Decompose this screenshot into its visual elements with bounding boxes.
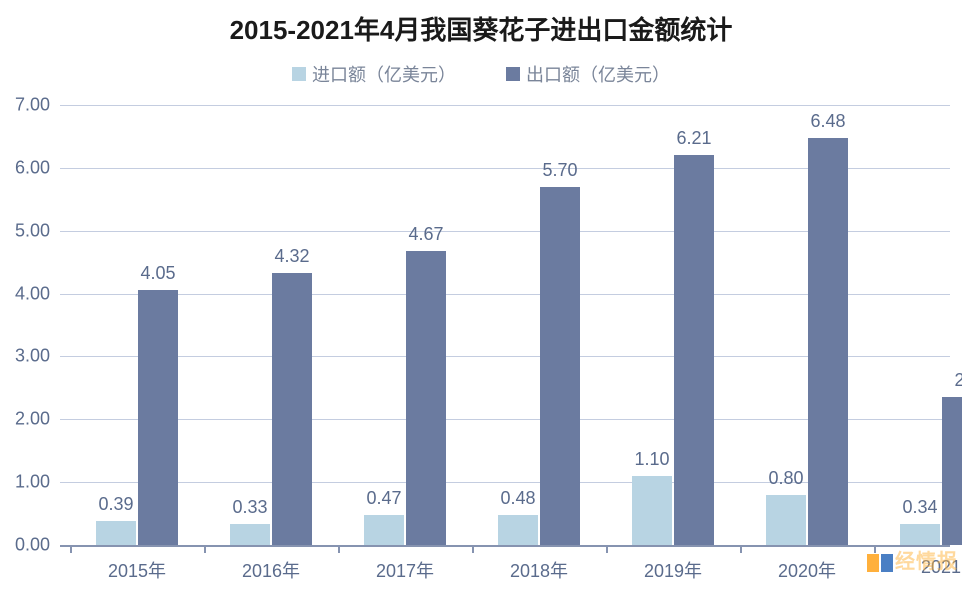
x-tick-mark [204,545,206,553]
bar-export [272,273,312,545]
legend-swatch-import [292,67,306,81]
x-tick-mark [740,545,742,553]
bar-export [808,138,848,545]
y-tick-label: 0.00 [15,535,50,556]
legend: 进口额（亿美元） 出口额（亿美元） [0,61,962,87]
data-label: 4.32 [274,246,309,267]
data-label: 0.34 [902,497,937,518]
data-label: 2. [954,370,962,391]
data-label: 6.48 [810,111,845,132]
legend-label-import: 进口额（亿美元） [312,61,456,87]
data-label: 4.05 [140,263,175,284]
data-label: 0.48 [500,488,535,509]
bar-export [674,155,714,545]
x-tick-label: 2020年 [778,557,836,583]
gridline [60,105,950,106]
x-tick-mark [70,545,72,553]
bar-export [138,290,178,545]
watermark-block-b [881,554,893,572]
x-tick-label: 2016年 [242,557,300,583]
bar-import [632,476,672,545]
data-label: 6.21 [676,128,711,149]
y-tick-label: 2.00 [15,409,50,430]
legend-item-export: 出口额（亿美元） [506,61,670,87]
watermark: 经情报 [867,545,958,574]
y-tick-label: 5.00 [15,220,50,241]
legend-label-export: 出口额（亿美元） [526,61,670,87]
bar-import [96,521,136,546]
legend-swatch-export [506,67,520,81]
chart-container: 2015-2021年4月我国葵花子进出口金额统计 进口额（亿美元） 出口额（亿美… [0,0,962,604]
data-label: 4.67 [408,224,443,245]
data-label: 0.33 [232,497,267,518]
y-axis: 0.001.002.003.004.005.006.007.00 [0,105,60,545]
bar-import [230,524,270,545]
x-axis: 2015年2016年2017年2018年2019年2020年2021 [60,545,950,585]
data-label: 5.70 [542,160,577,181]
y-tick-label: 3.00 [15,346,50,367]
data-label: 0.80 [768,468,803,489]
y-tick-label: 1.00 [15,472,50,493]
x-tick-label: 2015年 [108,557,166,583]
bar-export [406,251,446,545]
y-tick-label: 7.00 [15,95,50,116]
plot-area: 0.39 4.05 0.33 4.32 0.47 4.67 0.48 5.70 1.10 6.21… [60,105,950,545]
y-tick-label: 6.00 [15,157,50,178]
legend-item-import: 进口额（亿美元） [292,61,456,87]
data-label: 0.47 [366,488,401,509]
chart-title: 2015-2021年4月我国葵花子进出口金额统计 [0,10,962,47]
bar-import [498,515,538,545]
watermark-block-a [867,554,879,572]
x-tick-mark [606,545,608,553]
bar-import [364,515,404,545]
x-tick-label: 2018年 [510,557,568,583]
x-tick-label: 2019年 [644,557,702,583]
data-label: 1.10 [634,449,669,470]
bar-import [766,495,806,545]
y-tick-label: 4.00 [15,283,50,304]
bar-export [540,187,580,545]
data-label: 0.39 [98,494,133,515]
x-tick-label: 2017年 [376,557,434,583]
x-tick-mark [472,545,474,553]
bar-import [900,524,940,545]
bar-export [942,397,962,545]
watermark-text: 经情报 [895,551,958,573]
x-tick-mark [338,545,340,553]
